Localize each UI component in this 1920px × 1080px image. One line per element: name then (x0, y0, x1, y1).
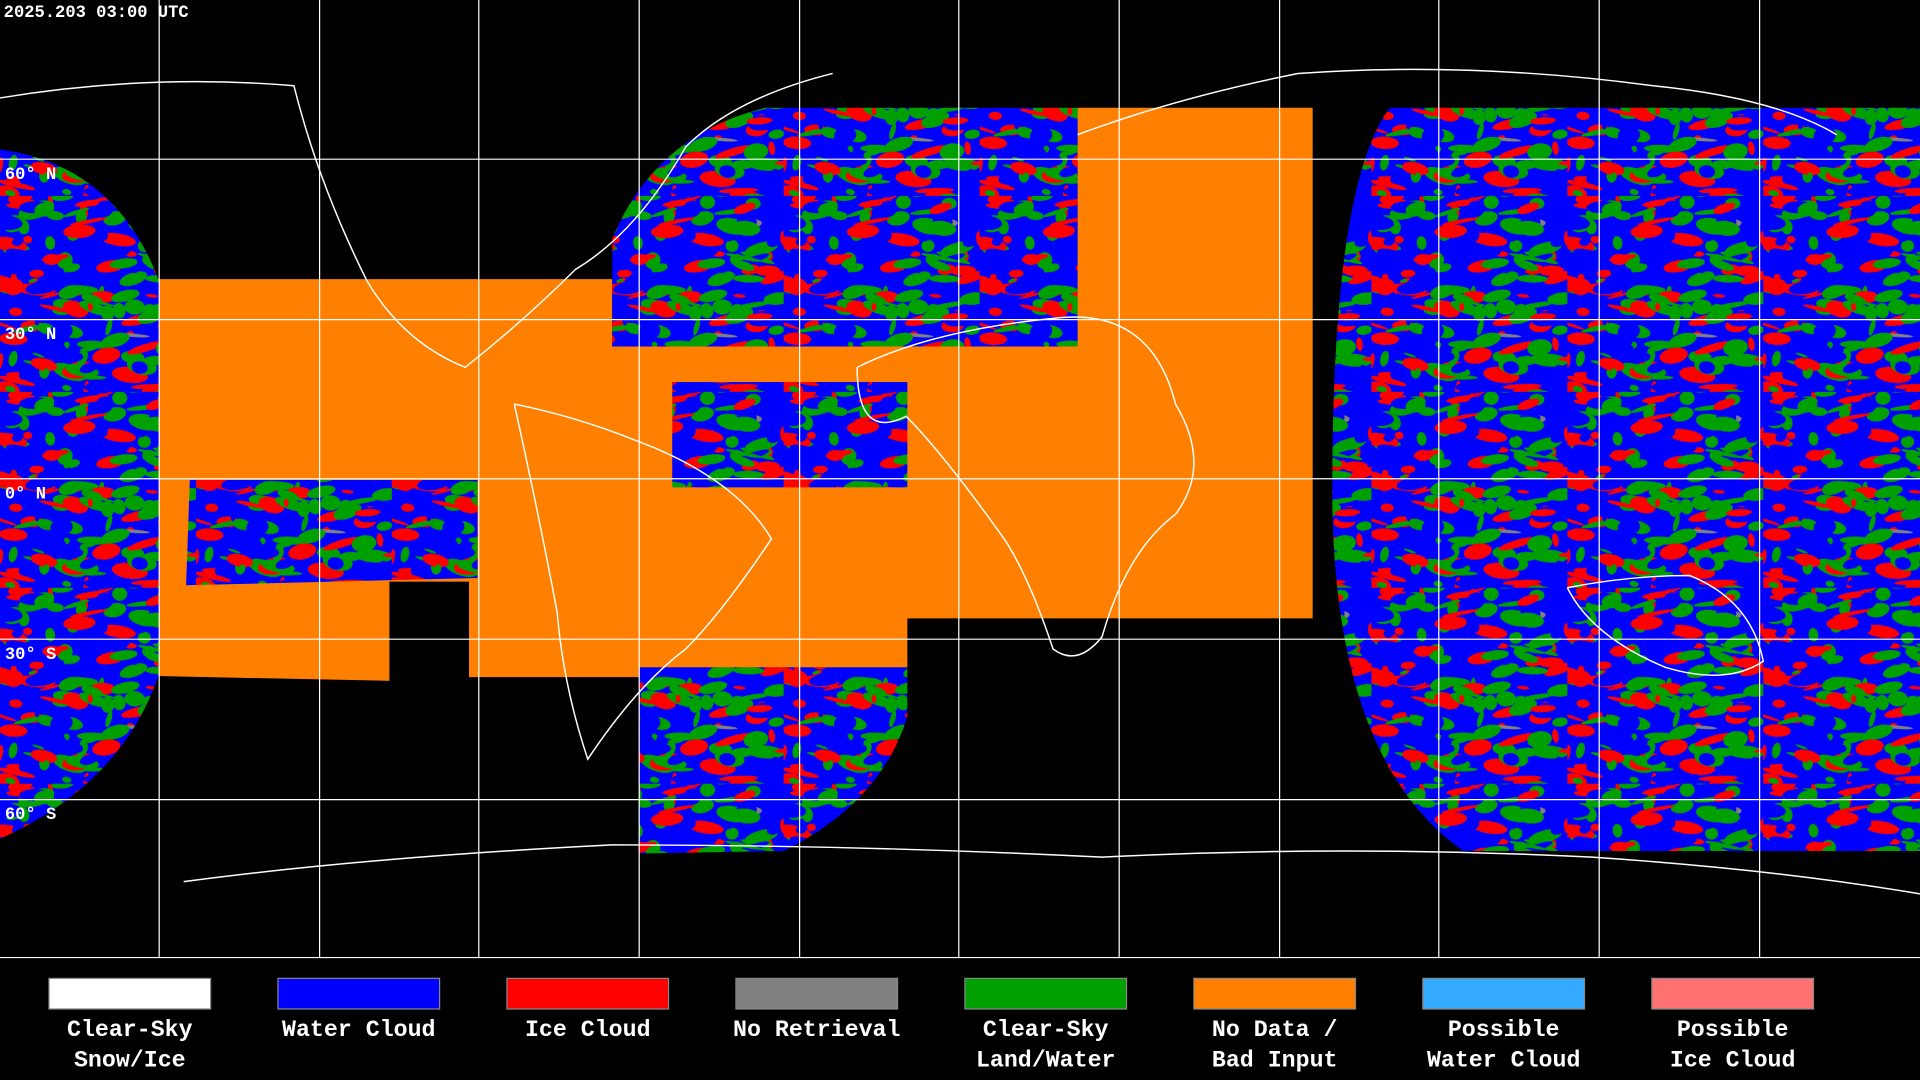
legend-swatch (1651, 977, 1815, 1010)
latitude-label: 30° N (5, 326, 56, 345)
timestamp: 2025.203 03:00 UTC (4, 4, 189, 23)
legend-swatch (964, 977, 1128, 1010)
cloud-region-east-pacific (186, 480, 478, 586)
cloud-region-north-atlantic (612, 107, 1078, 347)
legend-label: Clear-Sky (67, 1017, 193, 1043)
graticule (0, 0, 1920, 959)
legend-swatch (1422, 977, 1586, 1010)
legend-label: Ice Cloud (525, 1017, 651, 1043)
legend-label: Bad Input (1212, 1048, 1338, 1074)
legend-swatch (735, 977, 899, 1010)
legend-label: Water Cloud (1427, 1048, 1580, 1074)
cloud-region-tropical-atlantic (672, 382, 908, 488)
legend-swatch (48, 977, 212, 1010)
latitude-label: 0° N (5, 485, 46, 504)
cloud-region-south-atlantic (639, 667, 908, 854)
latitude-labels: 60° N 30° N 0° N 30° S 60° S (5, 166, 56, 825)
legend-label: Clear-Sky (983, 1017, 1109, 1043)
legend-label: No Retrieval (733, 1017, 900, 1043)
cloud-region-west (0, 149, 160, 839)
latitude-label: 30° S (5, 646, 56, 665)
legend-label: Water Cloud (282, 1017, 435, 1043)
legend-label: Land/Water (976, 1048, 1116, 1074)
legend: Clear-Sky Snow/Ice Water Cloud Ice Cloud No … (48, 977, 1815, 1074)
latitude-label: 60° N (5, 166, 56, 185)
legend-label: Ice Cloud (1670, 1048, 1796, 1074)
legend-label: Snow/Ice (74, 1048, 186, 1074)
legend-swatch (1193, 977, 1357, 1010)
latitude-label: 60° S (5, 806, 56, 825)
legend-label: No Data / (1212, 1017, 1338, 1043)
legend-swatch (277, 977, 441, 1010)
legend-label: Possible (1677, 1017, 1789, 1043)
legend-label: Possible (1448, 1017, 1560, 1043)
legend-swatch (506, 977, 670, 1010)
